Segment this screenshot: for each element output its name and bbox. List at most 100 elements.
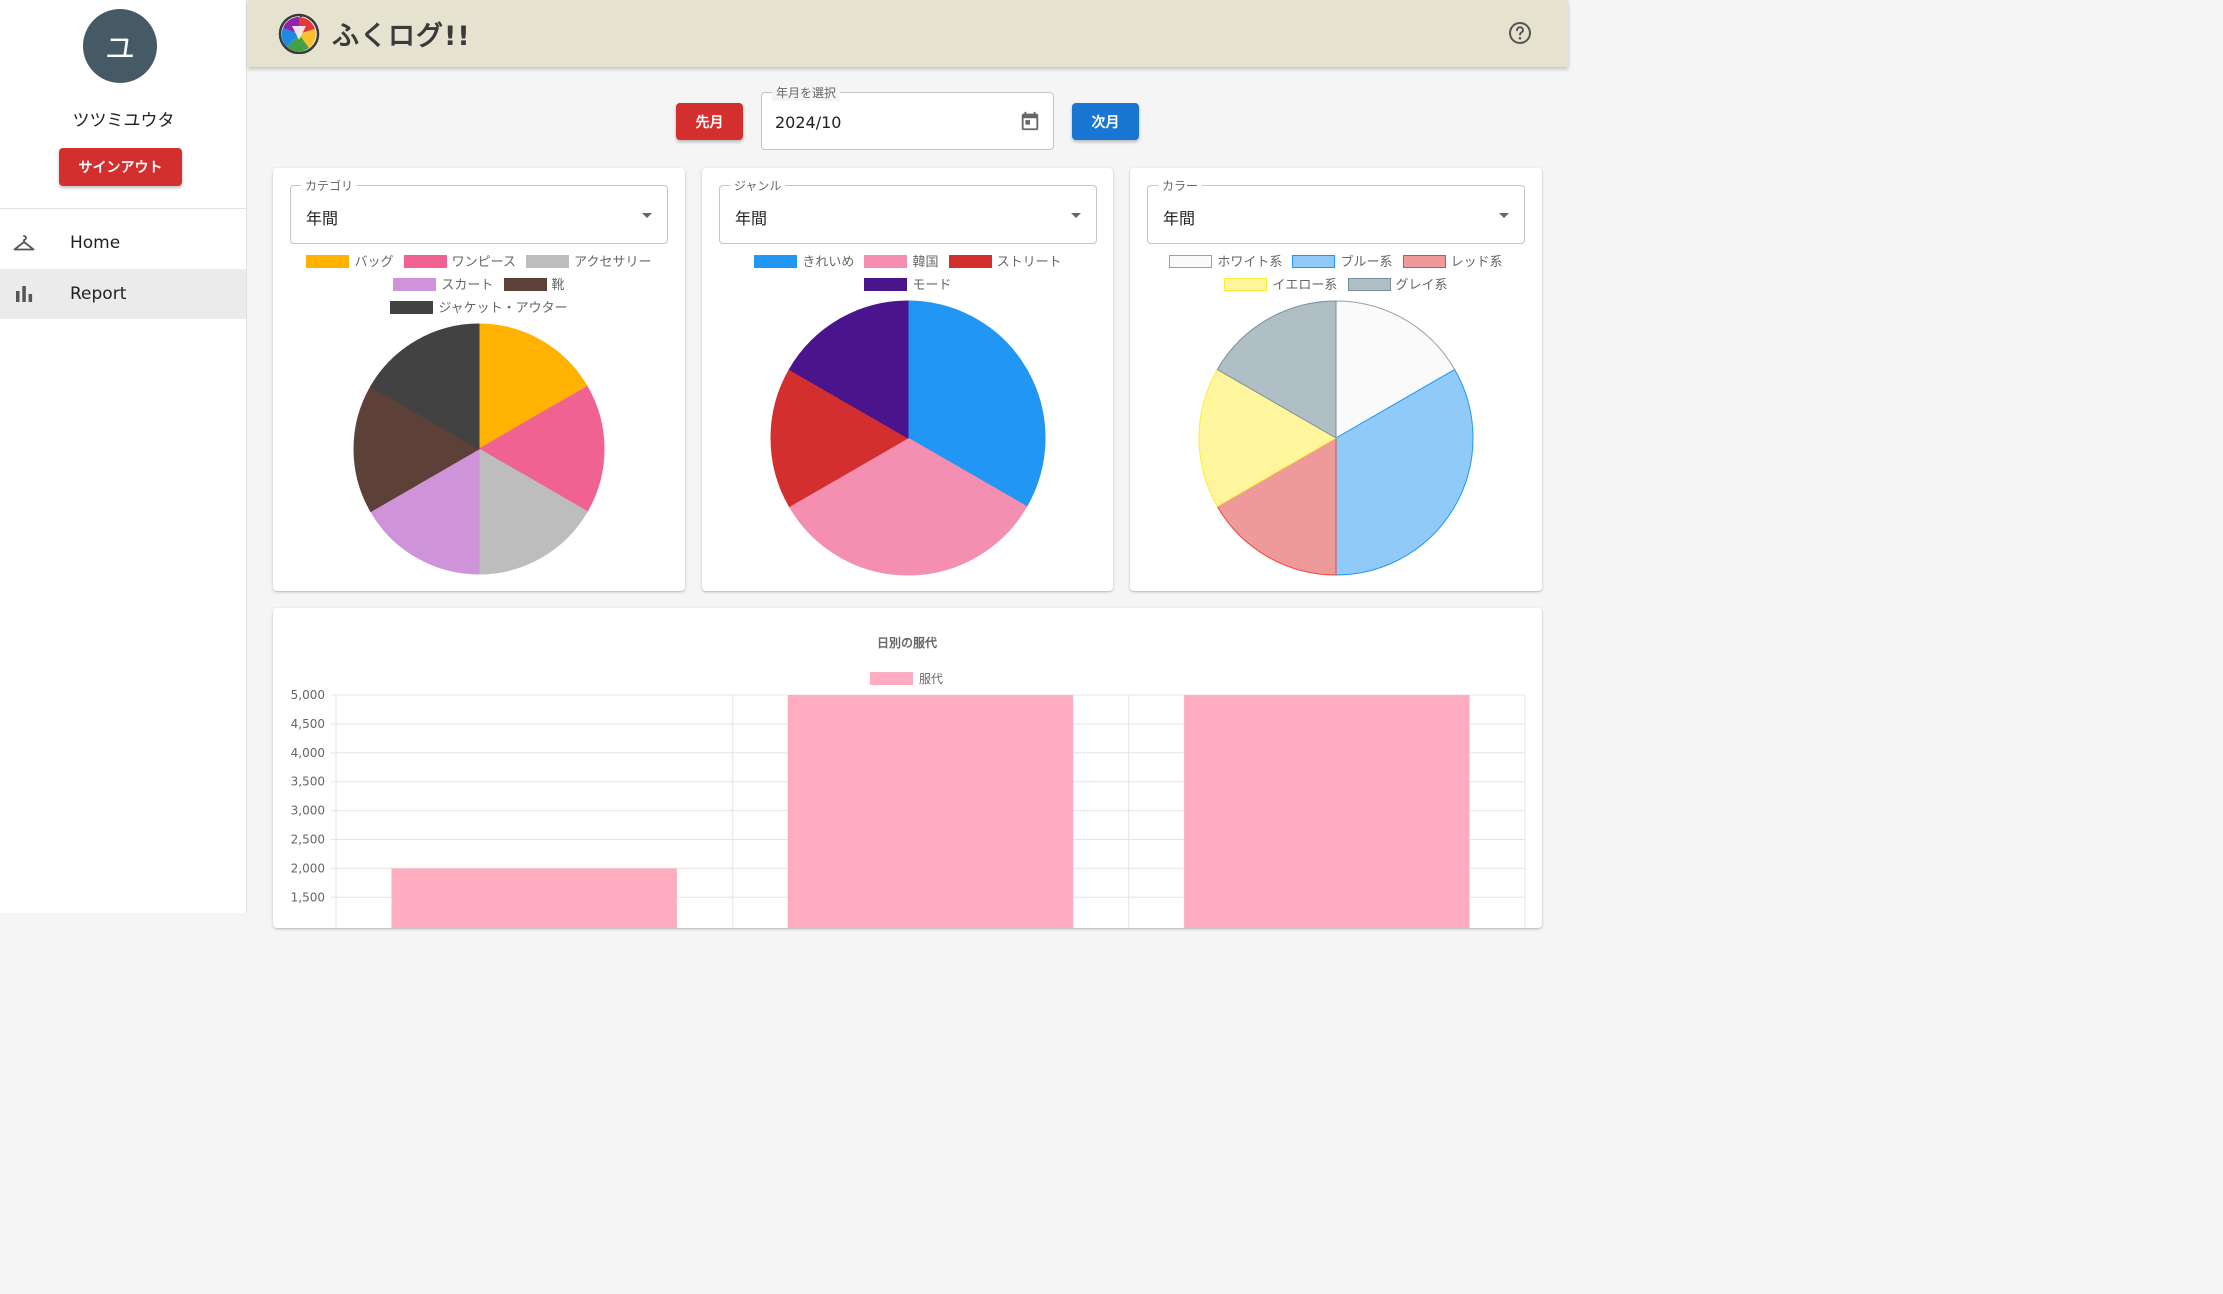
pie-slice[interactable] — [1198, 368, 1338, 508]
app-logo-icon[interactable] — [278, 12, 320, 58]
category-legend: バッグ ワンピース アクセサリー スカート 靴 ジャケット・アウター — [283, 251, 675, 320]
legend-item[interactable]: 韓国 — [864, 251, 939, 274]
bar[interactable] — [1184, 695, 1470, 928]
genre-period-select[interactable]: ジャンル 年間 — [719, 177, 1097, 244]
legend-item[interactable]: ホワイト系 — [1169, 251, 1282, 274]
help-icon[interactable] — [1508, 21, 1532, 49]
legend-swatch — [1347, 278, 1391, 291]
genre-legend: きれいめ 韓国 ストリート モード — [712, 251, 1104, 297]
legend-label: ブルー系 — [1340, 255, 1393, 270]
legend-label: モード — [912, 278, 952, 293]
color-legend: ホワイト系 ブルー系 レッド系 イエロー系 グレイ系 — [1140, 251, 1532, 297]
legend-item[interactable]: ストリート — [948, 251, 1062, 274]
app-header: ふくログ!! — [248, 0, 1568, 67]
legend-label: イエロー系 — [1272, 278, 1338, 293]
pie-slice[interactable] — [370, 448, 480, 575]
sidebar: ユ ツツミユウタ サインアウト Home Report — [0, 0, 247, 913]
legend-label: ジャケット・アウター — [438, 301, 568, 316]
sidebar-item-home[interactable]: Home — [0, 218, 246, 268]
legend-item[interactable]: バッグ — [306, 251, 394, 274]
pie-slice[interactable] — [353, 385, 481, 513]
pie-slice[interactable] — [1335, 368, 1474, 576]
legend-label: アクセサリー — [574, 255, 652, 270]
legend-label: ストリート — [996, 255, 1062, 270]
bar-chart-icon — [0, 282, 70, 306]
legend-item[interactable]: ジャケット・アウター — [390, 297, 568, 320]
pie-slice[interactable] — [478, 323, 588, 450]
pie-slice[interactable] — [770, 368, 910, 508]
avatar[interactable]: ユ — [83, 9, 157, 83]
legend-item[interactable]: きれいめ — [754, 251, 854, 274]
legend-swatch — [864, 278, 908, 291]
legend-label: グレイ系 — [1395, 278, 1448, 293]
daily-bar-chart[interactable]: 日別の服代 服代 5,000 4,500 4,000 3,500 3,000 2,500 2… — [273, 608, 1542, 928]
user-name: ツツミユウタ — [72, 111, 175, 131]
sidebar-item-label: Report — [70, 284, 127, 304]
color-period-select[interactable]: カラー 年間 — [1147, 177, 1525, 244]
legend-swatch — [403, 255, 447, 268]
legend-swatch — [1169, 255, 1213, 268]
select-value: 年間 — [735, 209, 768, 228]
legend-swatch — [1292, 255, 1336, 268]
legend-item[interactable]: アクセサリー — [526, 251, 652, 274]
chevron-down-icon — [642, 213, 652, 218]
prev-month-button[interactable]: 先月 — [676, 103, 743, 140]
legend-label[interactable]: 服代 — [919, 672, 943, 686]
color-pie-chart[interactable] — [1130, 168, 1542, 591]
month-picker-label: 年月を選択 — [772, 84, 841, 101]
legend-item[interactable]: イエロー系 — [1224, 274, 1337, 297]
legend-label: ホワイト系 — [1217, 255, 1283, 270]
legend-item[interactable]: ワンピース — [403, 251, 516, 274]
bar[interactable] — [787, 695, 1074, 928]
legend-swatch — [864, 255, 908, 268]
hanger-icon — [0, 231, 70, 255]
pie-slice[interactable] — [370, 323, 480, 450]
pie-slice[interactable] — [788, 437, 1028, 576]
chevron-down-icon — [1499, 213, 1509, 218]
legend-swatch — [393, 278, 437, 291]
next-month-button[interactable]: 次月 — [1072, 103, 1139, 140]
legend-item[interactable]: モード — [864, 274, 952, 297]
pie-slice[interactable] — [1216, 300, 1337, 439]
legend-label: スカート — [441, 278, 494, 293]
legend-item[interactable]: ブルー系 — [1292, 251, 1393, 274]
signout-button[interactable]: サインアウト — [59, 148, 182, 186]
pie-slice[interactable] — [478, 448, 588, 575]
legend-swatch — [1402, 255, 1446, 268]
avatar-initial: ユ — [105, 32, 135, 67]
legend-label: バッグ — [354, 255, 394, 270]
category-chart-card: カテゴリ 年間 バッグ ワンピース アクセサリー スカート 靴 ジャケット・アウ… — [273, 168, 685, 591]
pie-slice[interactable] — [1216, 437, 1337, 576]
select-label: カテゴリ — [301, 177, 358, 194]
month-picker-field[interactable]: 年月を選択 2024/10 — [761, 84, 1054, 150]
pie-slice[interactable] — [478, 385, 605, 513]
y-tick-label: 4,000 — [291, 746, 325, 760]
y-tick-label: 5,000 — [291, 688, 325, 702]
category-pie-chart[interactable] — [273, 168, 685, 591]
sidebar-item-label: Home — [70, 233, 121, 253]
y-tick-label: 3,000 — [291, 804, 325, 818]
color-chart-card: カラー 年間 ホワイト系 ブルー系 レッド系 イエロー系 グレイ系 — [1130, 168, 1542, 591]
daily-spend-chart-card: 日別の服代 服代 5,000 4,500 4,000 3,500 3,000 2,500 2… — [273, 608, 1542, 928]
pie-slice[interactable] — [788, 300, 909, 439]
legend-label: レッド系 — [1450, 255, 1503, 270]
chart-title: 日別の服代 — [877, 635, 937, 650]
y-tick-label: 1,500 — [291, 890, 325, 904]
pie-slice[interactable] — [907, 300, 1046, 508]
legend-swatch — [948, 255, 992, 268]
bar[interactable] — [391, 868, 677, 928]
y-tick-label: 2,500 — [291, 833, 325, 847]
y-tick-label: 2,000 — [291, 861, 325, 875]
legend-label: 韓国 — [912, 255, 939, 270]
legend-item[interactable]: スカート — [393, 274, 493, 297]
legend-item[interactable]: グレイ系 — [1347, 274, 1448, 297]
category-period-select[interactable]: カテゴリ 年間 — [290, 177, 668, 244]
legend-item[interactable]: 靴 — [503, 274, 565, 297]
sidebar-item-report[interactable]: Report — [0, 269, 246, 319]
calendar-icon[interactable] — [1019, 110, 1041, 136]
genre-pie-chart[interactable] — [702, 168, 1113, 591]
select-value: 年間 — [1163, 209, 1196, 228]
legend-swatch — [870, 672, 913, 685]
legend-item[interactable]: レッド系 — [1402, 251, 1503, 274]
pie-slice[interactable] — [1335, 300, 1456, 439]
